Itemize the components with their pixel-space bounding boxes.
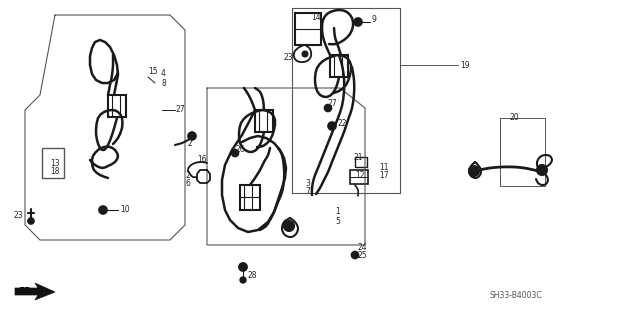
Text: 22: 22 [337,120,346,129]
Circle shape [232,150,239,157]
Text: 23: 23 [14,211,24,219]
Text: 19: 19 [460,61,470,70]
Text: 18: 18 [50,167,60,176]
Bar [108,95,126,117]
Bar [500,118,545,186]
Circle shape [354,18,362,26]
Text: 14: 14 [311,12,321,21]
Text: 3: 3 [305,179,310,188]
Text: 6: 6 [186,180,191,189]
Polygon shape [15,283,55,300]
Text: 17: 17 [379,172,388,181]
Text: 11: 11 [379,162,388,172]
Text: 24: 24 [358,242,367,251]
Bar [255,110,273,132]
Circle shape [99,206,107,214]
Bar [295,13,321,45]
Text: 2: 2 [187,138,192,147]
Circle shape [328,122,336,130]
Circle shape [330,124,334,128]
Text: 5: 5 [335,217,340,226]
Text: 13: 13 [50,159,60,167]
Bar [355,157,367,167]
Bar [330,55,348,77]
Text: 26: 26 [236,145,246,154]
Text: 8: 8 [161,78,166,87]
Text: 9: 9 [372,16,377,25]
Text: 27: 27 [327,100,337,108]
Text: 2: 2 [186,170,191,180]
Text: 10: 10 [120,205,130,214]
Bar [240,185,260,210]
Circle shape [537,165,547,175]
Circle shape [469,166,479,176]
Text: 12: 12 [355,172,365,181]
Text: 4: 4 [161,70,166,78]
Bar [350,170,368,184]
Circle shape [28,218,34,224]
Circle shape [284,221,294,231]
Text: 21: 21 [353,153,362,162]
Text: 20: 20 [510,113,520,122]
Text: 7: 7 [305,188,310,197]
Text: 23: 23 [284,53,294,62]
Text: 15: 15 [148,66,157,76]
Text: 16: 16 [197,155,207,165]
Circle shape [240,277,246,283]
Text: SH33-B4003C: SH33-B4003C [490,291,543,300]
Text: FR.: FR. [18,286,35,295]
Circle shape [351,251,358,258]
Circle shape [188,132,196,140]
Text: 28: 28 [247,271,257,279]
Circle shape [302,51,308,57]
Circle shape [324,105,332,112]
Circle shape [239,263,247,271]
Bar [42,148,64,178]
Text: 1: 1 [335,207,340,217]
Text: 25: 25 [358,251,367,261]
Text: 27: 27 [176,106,186,115]
